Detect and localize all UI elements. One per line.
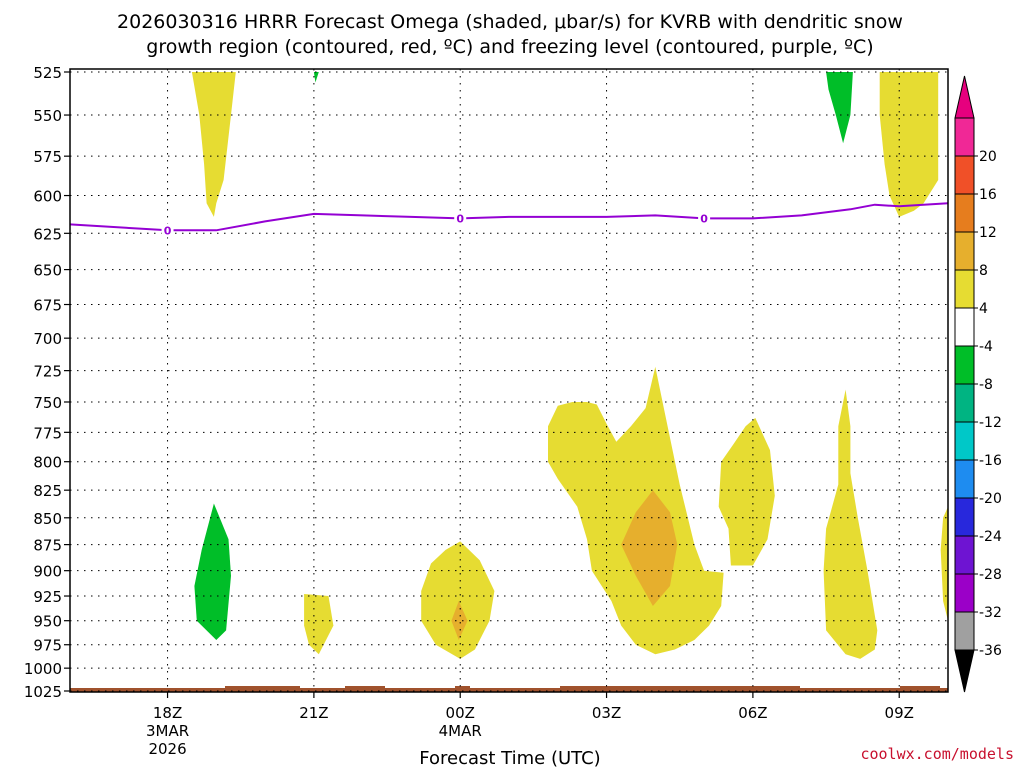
- omega-region-8: [548, 366, 724, 655]
- chart-title-line2: growth region (contoured, red, ºC) and f…: [146, 36, 873, 58]
- colorbar-segment-12: [954, 155, 975, 195]
- y-axis: 525 550 575 600 625 650 675 700 725 750 775 800 825 8…: [24, 64, 70, 701]
- colorbar-label-0: -36: [979, 643, 1002, 659]
- colorbar-label-13: 20: [979, 149, 997, 165]
- colorbar-label-3: -24: [979, 529, 1002, 545]
- colorbar-segment-1: [954, 573, 975, 613]
- colorbar-over-triangle: [954, 75, 975, 119]
- colorbar-segment-13: [954, 117, 975, 157]
- colorbar-label-12: 16: [979, 187, 997, 203]
- y-tick-label-800: 800: [33, 454, 62, 472]
- x-tick-label-30: 06Z: [738, 704, 767, 722]
- omega-region-12: [940, 506, 948, 621]
- freezing-label-2: 0: [700, 212, 708, 225]
- omega-region-0: [191, 72, 236, 217]
- colorbar-under-triangle: [954, 649, 975, 693]
- y-tick-label-875: 875: [33, 537, 62, 555]
- colorbar-label-5: -16: [979, 453, 1002, 469]
- x-tick-label-21: 21Z: [299, 704, 328, 722]
- freezing-label-bg-1: [454, 211, 467, 226]
- x-tick-label-33: 09Z: [885, 704, 914, 722]
- colorbar-segment-8: [954, 307, 975, 347]
- y-tick-label-625: 625: [33, 225, 62, 243]
- y-tick-label-1000: 1000: [24, 660, 62, 678]
- colorbar-label-4: -20: [979, 491, 1002, 507]
- x-axis-label: Forecast Time (UTC): [419, 748, 600, 768]
- colorbar-label-9: 4: [979, 301, 988, 317]
- colorbar-label-2: -28: [979, 567, 1002, 583]
- credit-text: coolwx.com/models: [860, 745, 1014, 763]
- colorbar-label-10: 8: [979, 263, 988, 279]
- colorbar-segment-4: [954, 459, 975, 499]
- colorbar-segment-5: [954, 421, 975, 461]
- plot-frame: [69, 68, 949, 693]
- x-tick-date-24: 4MAR: [439, 722, 482, 740]
- ground-bump-2: [455, 686, 470, 689]
- y-tick-label-975: 975: [33, 637, 62, 655]
- freezing-label-1: 0: [456, 212, 464, 225]
- y-tick-label-525: 525: [33, 64, 62, 82]
- grid-lines: [70, 69, 948, 692]
- omega-region-3: [879, 72, 939, 217]
- colorbar-segment-2: [954, 535, 975, 575]
- colorbar-label-7: -8: [979, 377, 993, 393]
- omega-region-5: [304, 594, 334, 655]
- x-tick-label-18: 18Z: [153, 704, 182, 722]
- y-tick-label-925: 925: [33, 588, 62, 606]
- colorbar-segment-0: [954, 611, 975, 651]
- colorbar-label-6: -12: [979, 415, 1002, 431]
- y-tick-label-775: 775: [33, 424, 62, 442]
- omega-shading: [191, 72, 948, 659]
- colorbar-label-11: 12: [979, 225, 997, 241]
- y-tick-label-550: 550: [33, 107, 62, 125]
- omega-region-10: [718, 417, 775, 566]
- omega-region-6: [421, 541, 495, 659]
- colorbar-segment-7: [954, 345, 975, 385]
- omega-region-4: [194, 503, 231, 640]
- colorbar-label-8: -4: [979, 339, 993, 355]
- omega-region-7: [451, 601, 468, 640]
- freezing-label-bg-2: [698, 211, 711, 226]
- chart-title-line1: 2026030316 HRRR Forecast Omega (shaded, …: [117, 11, 903, 33]
- x-tick-year-18: 2026: [148, 740, 186, 758]
- freezing-label-bg-0: [161, 223, 174, 238]
- colorbar-segment-6: [954, 383, 975, 423]
- omega-region-9: [621, 490, 678, 606]
- y-tick-label-700: 700: [33, 330, 62, 348]
- colorbar-segment-9: [954, 269, 975, 309]
- ground-bump-0: [225, 686, 300, 689]
- colorbar: -36 -32 -28 -24 -20 -16 -12 -8 -4 4 8 12 16 20: [954, 75, 1002, 693]
- freezing-level-line: [69, 202, 949, 232]
- ground-bump-1: [345, 686, 385, 689]
- y-tick-label-725: 725: [33, 363, 62, 381]
- y-tick-label-1025: 1025: [24, 683, 62, 701]
- y-tick-label-900: 900: [33, 563, 62, 581]
- colorbar-segment-10: [954, 231, 975, 271]
- x-tick-label-24: 00Z: [446, 704, 475, 722]
- y-tick-label-600: 600: [33, 188, 62, 206]
- y-tick-label-650: 650: [33, 262, 62, 280]
- y-tick-label-750: 750: [33, 394, 62, 412]
- y-tick-label-950: 950: [33, 613, 62, 631]
- freezing-label-0: 0: [164, 224, 172, 237]
- omega-region-11: [823, 389, 878, 659]
- x-tick-label-27: 03Z: [592, 704, 621, 722]
- y-tick-label-825: 825: [33, 482, 62, 500]
- y-tick-label-850: 850: [33, 510, 62, 528]
- freezing-level-contour: 0 0 0: [69, 202, 949, 238]
- ground-band: [70, 688, 948, 692]
- ground-bump-3: [560, 686, 800, 689]
- y-tick-label-575: 575: [33, 148, 62, 166]
- omega-region-2: [826, 72, 853, 144]
- surface-band: [70, 686, 948, 692]
- x-tick-date-18: 3MAR: [146, 722, 189, 740]
- omega-region-1: [313, 72, 319, 83]
- y-tick-label-675: 675: [33, 297, 62, 315]
- colorbar-segment-3: [954, 497, 975, 537]
- ground-bump-4: [900, 686, 940, 689]
- colorbar-segment-11: [954, 193, 975, 233]
- colorbar-label-1: -32: [979, 605, 1002, 621]
